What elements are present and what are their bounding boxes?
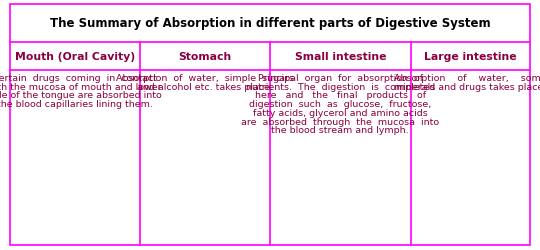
Text: fatty acids, glycerol and amino acids: fatty acids, glycerol and amino acids — [253, 108, 428, 118]
Text: with the mucosa of mouth and lower: with the mucosa of mouth and lower — [0, 82, 162, 92]
Text: Stomach: Stomach — [178, 52, 232, 62]
Text: Large intestine: Large intestine — [424, 52, 517, 62]
Text: Mouth (Oral Cavity): Mouth (Oral Cavity) — [15, 52, 135, 62]
Text: Absorption    of    water,    some: Absorption of water, some — [394, 74, 540, 83]
Text: are  absorbed  through  the  mucosa  into: are absorbed through the mucosa into — [241, 117, 440, 126]
Text: The Summary of Absorption in different parts of Digestive System: The Summary of Absorption in different p… — [50, 18, 490, 30]
Text: digestion  such  as  glucose,  fructose,: digestion such as glucose, fructose, — [249, 100, 431, 109]
Text: side of the tongue are absorbed into: side of the tongue are absorbed into — [0, 91, 161, 100]
Text: Small intestine: Small intestine — [294, 52, 386, 62]
Text: the blood capillaries lining them.: the blood capillaries lining them. — [0, 100, 153, 109]
Text: Certain  drugs  coming  in  contact: Certain drugs coming in contact — [0, 74, 157, 83]
Text: minerals and drugs takes place.: minerals and drugs takes place. — [394, 82, 540, 92]
Text: Absorption  of  water,  simple  sugars: Absorption of water, simple sugars — [116, 74, 294, 83]
Text: here   and   the   final   products   of: here and the final products of — [255, 91, 426, 100]
Text: Principal  organ  for  absorption  of: Principal organ for absorption of — [258, 74, 423, 83]
Text: and alcohol etc. takes place.: and alcohol etc. takes place. — [137, 82, 273, 92]
Text: the blood stream and lymph.: the blood stream and lymph. — [272, 126, 409, 135]
Text: nutrients.  The  digestion  is  completed: nutrients. The digestion is completed — [246, 82, 435, 92]
